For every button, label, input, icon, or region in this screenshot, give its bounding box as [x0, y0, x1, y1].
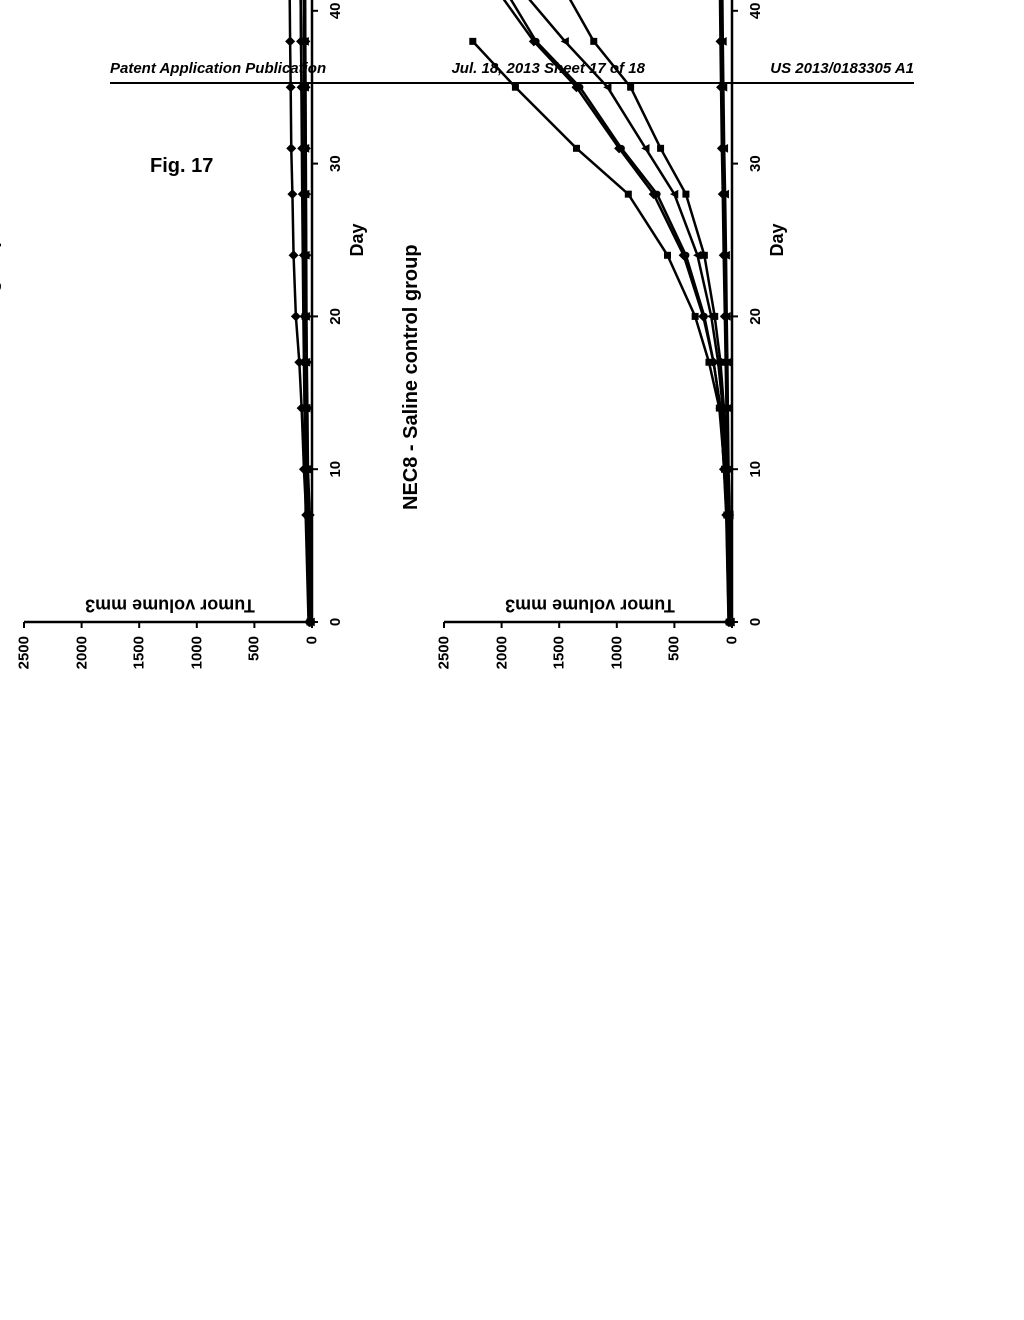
charts-rotated-container: NEC8 - muMAB 5F2D2 group ◆Mouse 1■Mouse …: [120, 160, 940, 1260]
x-tick-label: 30: [327, 155, 344, 172]
x-tick-label: 0: [327, 618, 344, 626]
y-tick-label: 2000: [73, 636, 90, 676]
x-tick-label: 30: [747, 155, 764, 172]
y-tick-label: 1000: [188, 636, 205, 676]
plot-left-wrap: Tumor volume mm3 Day 0500100015002000250…: [20, 0, 320, 630]
x-tick-label: 40: [327, 2, 344, 19]
x-tick-label: 20: [747, 308, 764, 325]
y-axis-label-left: Tumor volume mm3: [85, 595, 255, 616]
y-tick-label: 500: [666, 636, 683, 676]
y-axis-label-right: Tumor volume mm3: [505, 595, 675, 616]
x-tick-label: 10: [747, 461, 764, 478]
x-axis-label-left: Day: [347, 223, 368, 256]
chart-right-block: NEC8 - Saline control group ◆Mouse 1■Mou…: [400, 0, 800, 710]
plot-right-svg: [440, 0, 740, 630]
x-tick-label: 20: [327, 308, 344, 325]
y-tick-label: 2500: [16, 636, 33, 676]
y-tick-label: 500: [246, 636, 263, 676]
charts-pair: NEC8 - muMAB 5F2D2 group ◆Mouse 1■Mouse …: [0, 0, 800, 710]
y-tick-label: 2500: [436, 636, 453, 676]
x-tick-label: 10: [327, 461, 344, 478]
plot-left-svg: [20, 0, 320, 630]
plot-right-wrap: Tumor volume mm3 Day 0500100015002000250…: [440, 0, 740, 630]
y-tick-label: 1000: [608, 636, 625, 676]
y-tick-label: 1500: [131, 636, 148, 676]
y-tick-label: 2000: [493, 636, 510, 676]
x-axis-label-right: Day: [767, 223, 788, 256]
y-tick-label: 0: [304, 636, 321, 676]
x-tick-label: 40: [747, 2, 764, 19]
chart-right-title: NEC8 - Saline control group: [400, 244, 423, 510]
chart-left-block: NEC8 - muMAB 5F2D2 group ◆Mouse 1■Mouse …: [0, 0, 380, 710]
y-tick-label: 0: [724, 636, 741, 676]
chart-left-title: NEC8 - muMAB 5F2D2 group: [0, 236, 3, 510]
x-tick-label: 0: [747, 618, 764, 626]
y-tick-label: 1500: [551, 636, 568, 676]
